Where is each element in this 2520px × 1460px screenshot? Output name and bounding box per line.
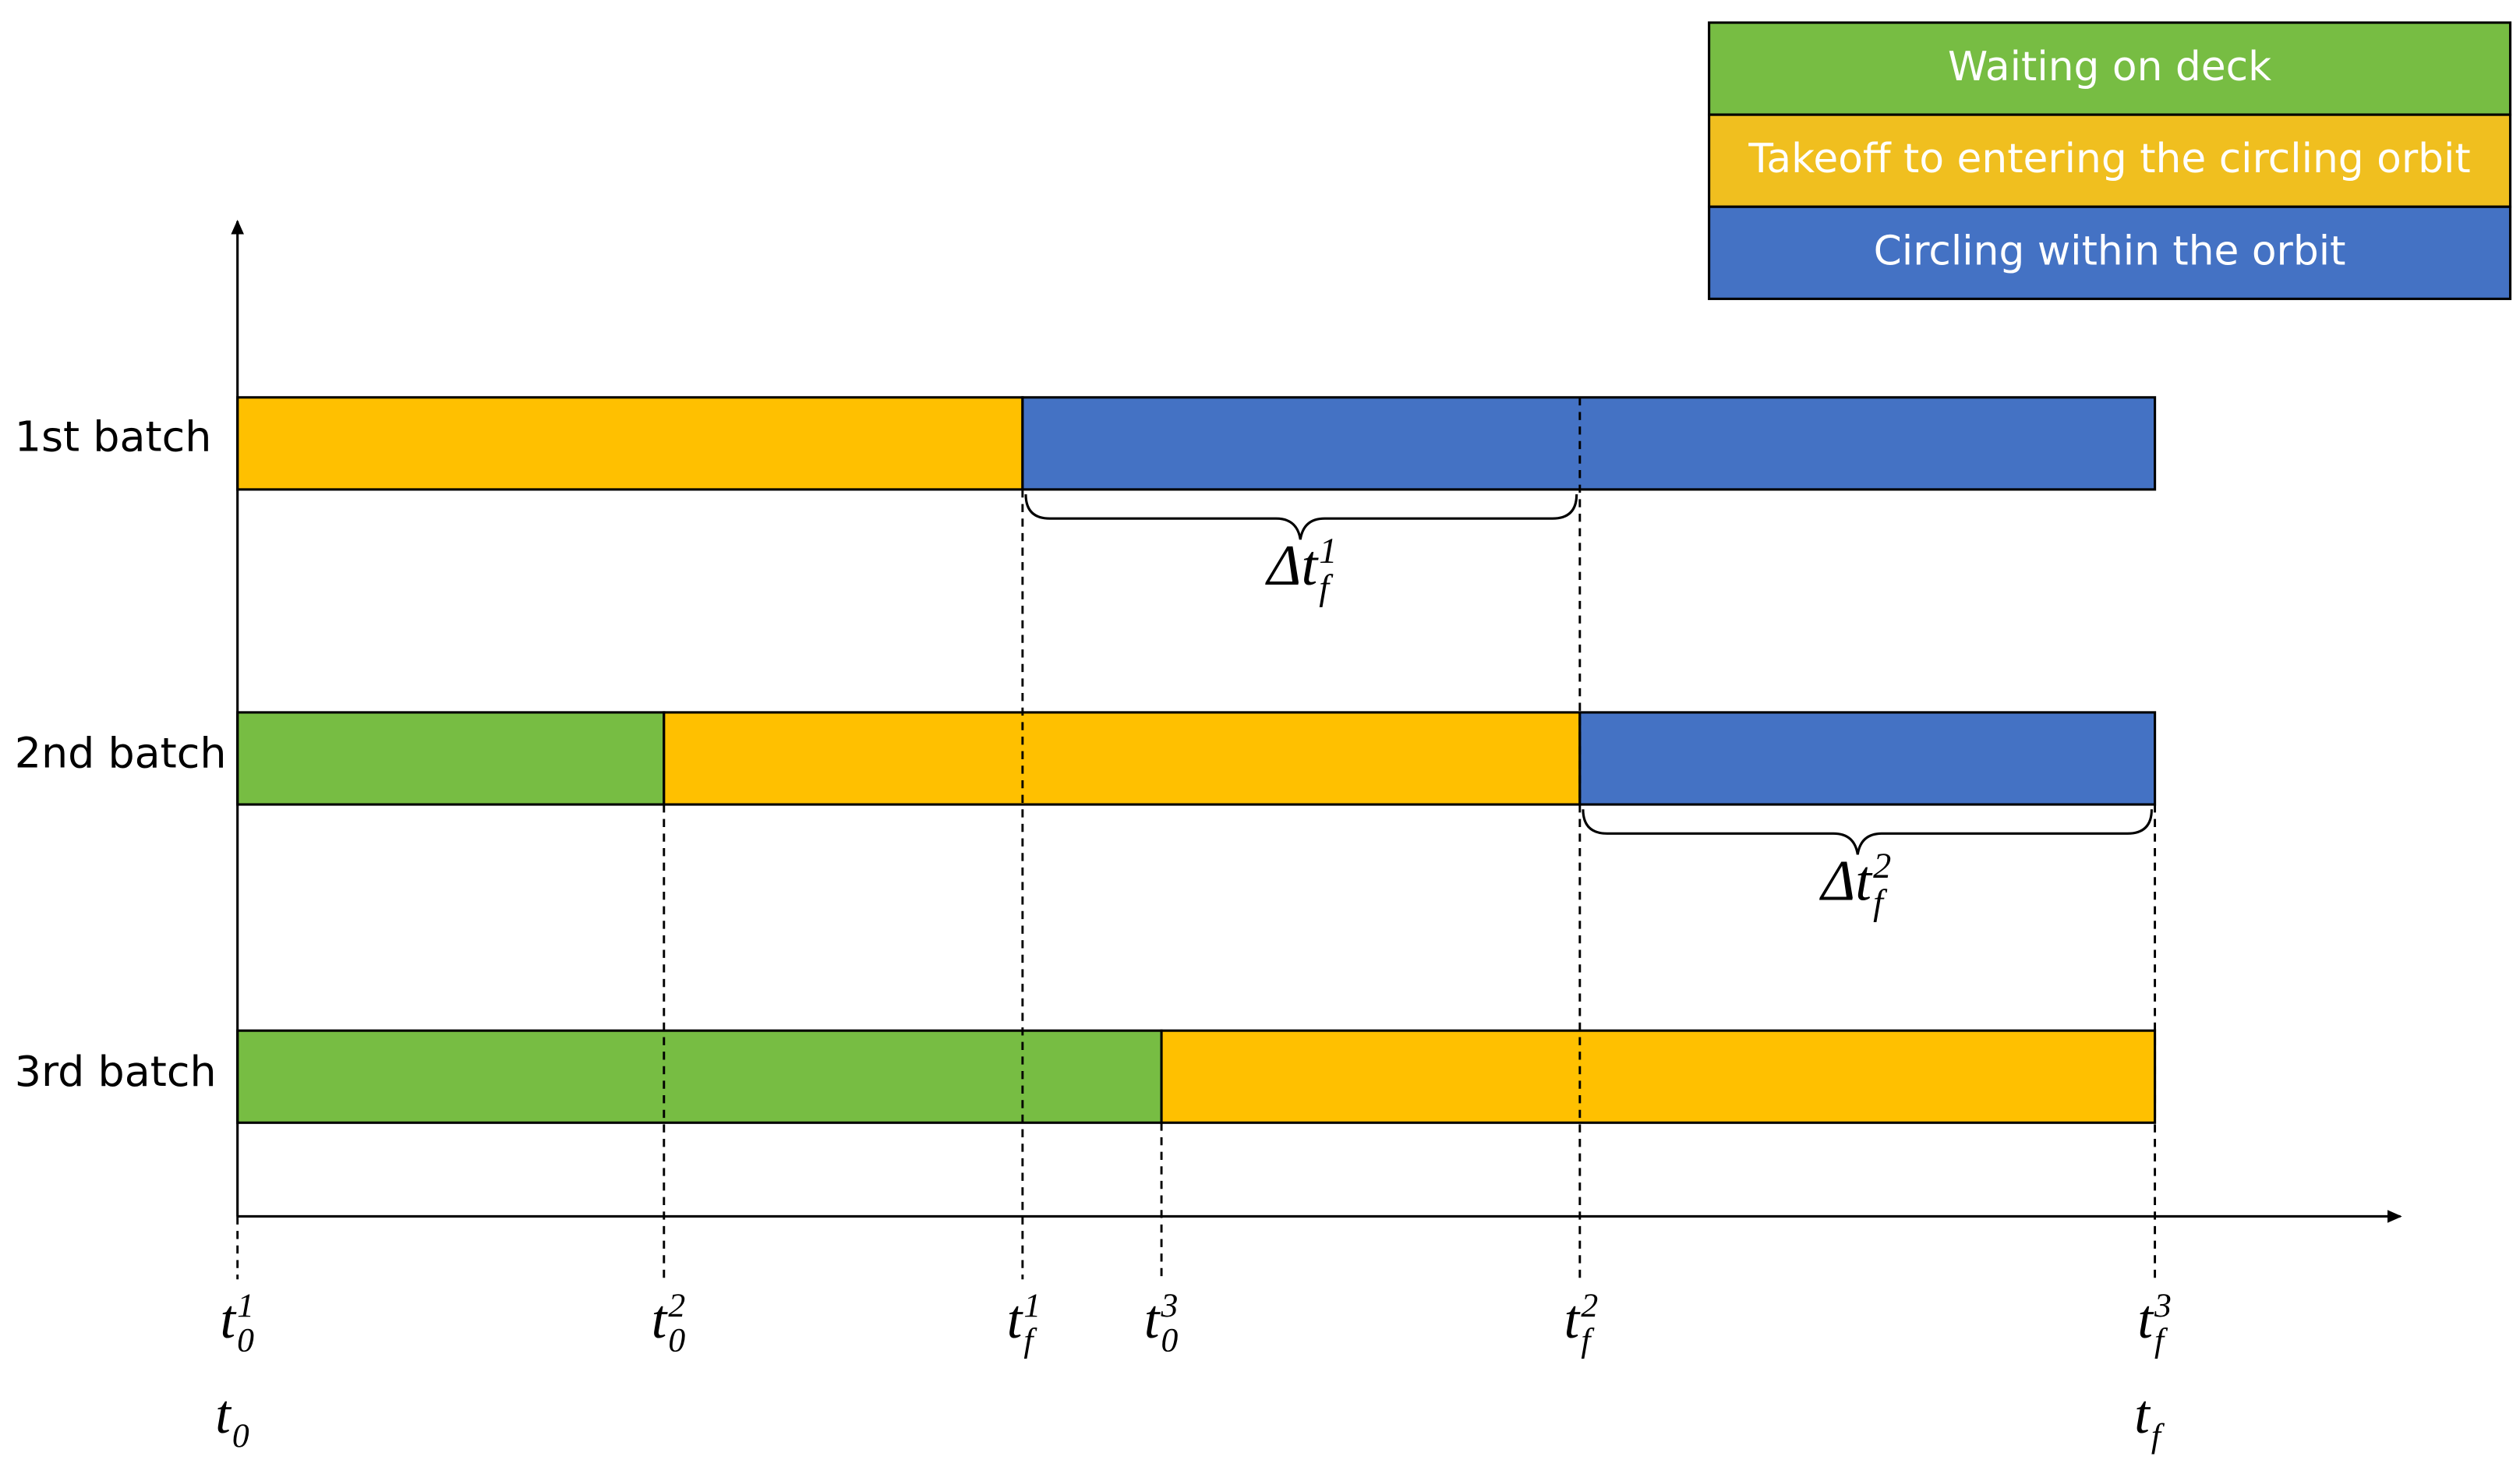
bar-segment [236, 1029, 1163, 1124]
batch-label: 2nd batch [15, 729, 227, 778]
math-sub: f [1319, 568, 1334, 608]
brace [1024, 494, 1578, 540]
math-base: t [215, 1384, 232, 1445]
math-sup: 1 [1023, 1287, 1041, 1324]
math-sub: f [1023, 1322, 1037, 1359]
bars [236, 396, 2157, 1124]
bar-segment [1578, 711, 2157, 806]
math-sub: f [1873, 883, 1888, 923]
math-sup: 1 [237, 1287, 254, 1324]
math-base: t [1564, 1289, 1581, 1350]
bar-segment [663, 711, 1582, 806]
math-sup: 3 [1161, 1287, 1179, 1324]
batch-label: 3rd batch [15, 1047, 217, 1096]
legend-swatch [1708, 21, 2512, 116]
bar-segment [1021, 396, 2157, 491]
bar-segment [236, 711, 666, 806]
math-base: t [652, 1289, 668, 1350]
math-sub: f [2154, 1322, 2168, 1359]
math-sub: 0 [232, 1417, 249, 1455]
math-base: t [2134, 1384, 2151, 1445]
batch-label: 1st batch [15, 412, 212, 461]
legend-swatch [1708, 113, 2512, 208]
legend-label: Waiting on deck [1948, 44, 2271, 90]
legend-label: Takeoff to entering the circling orbit [1748, 136, 2470, 182]
math-sub: 0 [237, 1322, 254, 1359]
math-sub: f [2151, 1417, 2165, 1455]
bar-segment [1160, 1029, 2157, 1124]
math-base: t [1144, 1289, 1161, 1350]
math-base: t [220, 1289, 236, 1350]
math-sup: 2 [1873, 847, 1891, 886]
math-sub: f [1581, 1322, 1595, 1359]
math-sup: 3 [2154, 1287, 2172, 1324]
math-sub: 0 [1161, 1322, 1179, 1359]
bar-segment [236, 396, 1024, 491]
math-base: t [2137, 1289, 2154, 1350]
math-base: Δt [1265, 534, 1320, 598]
math-base: t [1007, 1289, 1023, 1350]
math-sup: 1 [1319, 532, 1337, 571]
legend-label: Circling within the orbit [1874, 228, 2346, 274]
math-sup: 2 [1581, 1287, 1598, 1324]
math-sup: 2 [668, 1287, 685, 1324]
legend-swatch [1708, 205, 2512, 300]
brace [1582, 809, 2153, 855]
math-base: Δt [1819, 849, 1874, 913]
math-sub: 0 [668, 1322, 685, 1359]
